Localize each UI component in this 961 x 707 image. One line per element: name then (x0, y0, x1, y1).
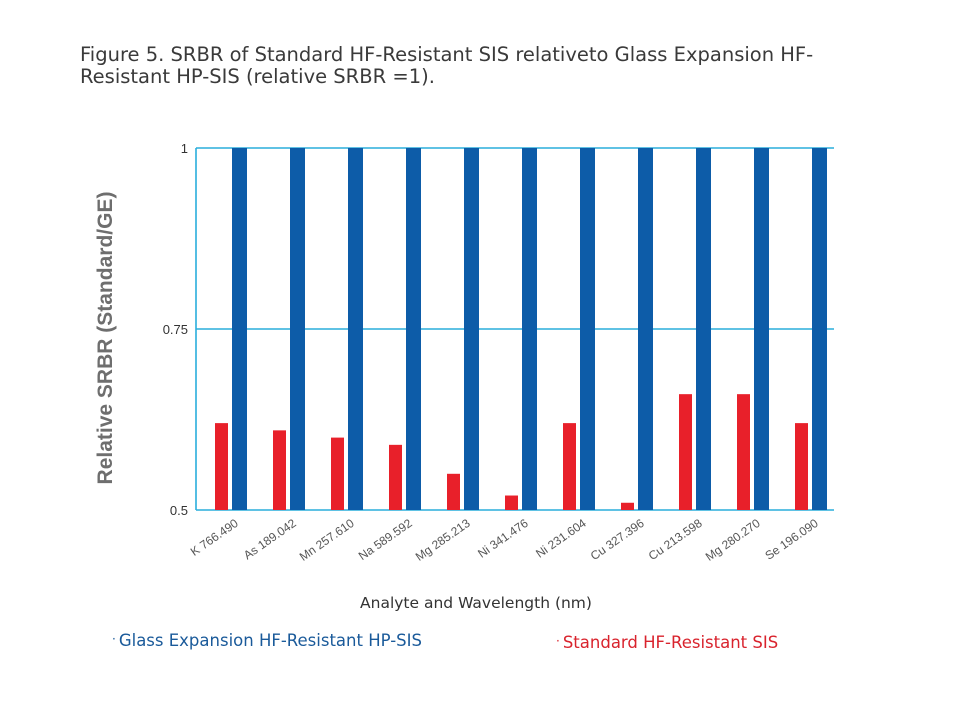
bar-glass (754, 148, 769, 510)
bar-glass (232, 148, 247, 510)
bar-standard (331, 437, 344, 510)
x-tick-label: Se 196.090 (762, 516, 821, 563)
y-tick-label: 0.5 (170, 503, 188, 518)
legend-bullet: · (112, 632, 116, 646)
bars (215, 148, 827, 510)
bar-glass (406, 148, 421, 510)
legend-bullet: · (556, 634, 560, 648)
x-tick-label: Cu 327.396 (588, 516, 647, 563)
bar-glass (580, 148, 595, 510)
bar-glass (348, 148, 363, 510)
figure-title: Figure 5. SRBR of Standard HF-Resistant … (80, 43, 814, 88)
legend-label-standard: Standard HF-Resistant SIS (562, 633, 779, 652)
x-tick-label: Mn 257.610 (297, 516, 357, 564)
legend-label-glass: Glass Expansion HF-Resistant HP-SIS (118, 631, 422, 650)
bar-glass (812, 148, 827, 510)
y-axis-label: Relative SRBR (Standard/GE) (94, 192, 117, 485)
bar-standard (273, 430, 286, 510)
x-tick-label: Cu 213.598 (646, 516, 705, 563)
bar-glass (638, 148, 653, 510)
x-tick-label: Mg 280.270 (703, 516, 763, 564)
bar-glass (696, 148, 711, 510)
x-axis-label: Analyte and Wavelength (nm) (360, 594, 592, 612)
bar-glass (464, 148, 479, 510)
x-tick-label: Ni 341.476 (475, 516, 531, 561)
bar-glass (522, 148, 537, 510)
y-tick-labels: 0.5 0.75 1 (163, 141, 188, 518)
bar-standard (215, 423, 228, 510)
x-tick-label: Ni 231.604 (533, 516, 589, 561)
x-tick-label: As 189.042 (241, 516, 299, 562)
legend-item-standard: · Standard HF-Resistant SIS (556, 633, 778, 652)
bar-standard (563, 423, 576, 510)
x-tick-label: K 766.490 (188, 516, 241, 559)
bar-standard (389, 444, 402, 510)
bar-glass (290, 148, 305, 510)
bar-standard (679, 394, 692, 510)
legend-item-glass: · Glass Expansion HF-Resistant HP-SIS (112, 631, 422, 650)
bar-standard (621, 502, 634, 510)
y-tick-label: 0.75 (163, 322, 188, 337)
bar-standard (737, 394, 750, 510)
x-tick-label: Na 589.592 (356, 516, 415, 563)
bar-standard (505, 495, 518, 510)
bar-standard (795, 423, 808, 510)
x-tick-label: Mg 285.213 (413, 516, 473, 564)
y-tick-label: 1 (181, 141, 188, 156)
bar-standard (447, 473, 460, 510)
